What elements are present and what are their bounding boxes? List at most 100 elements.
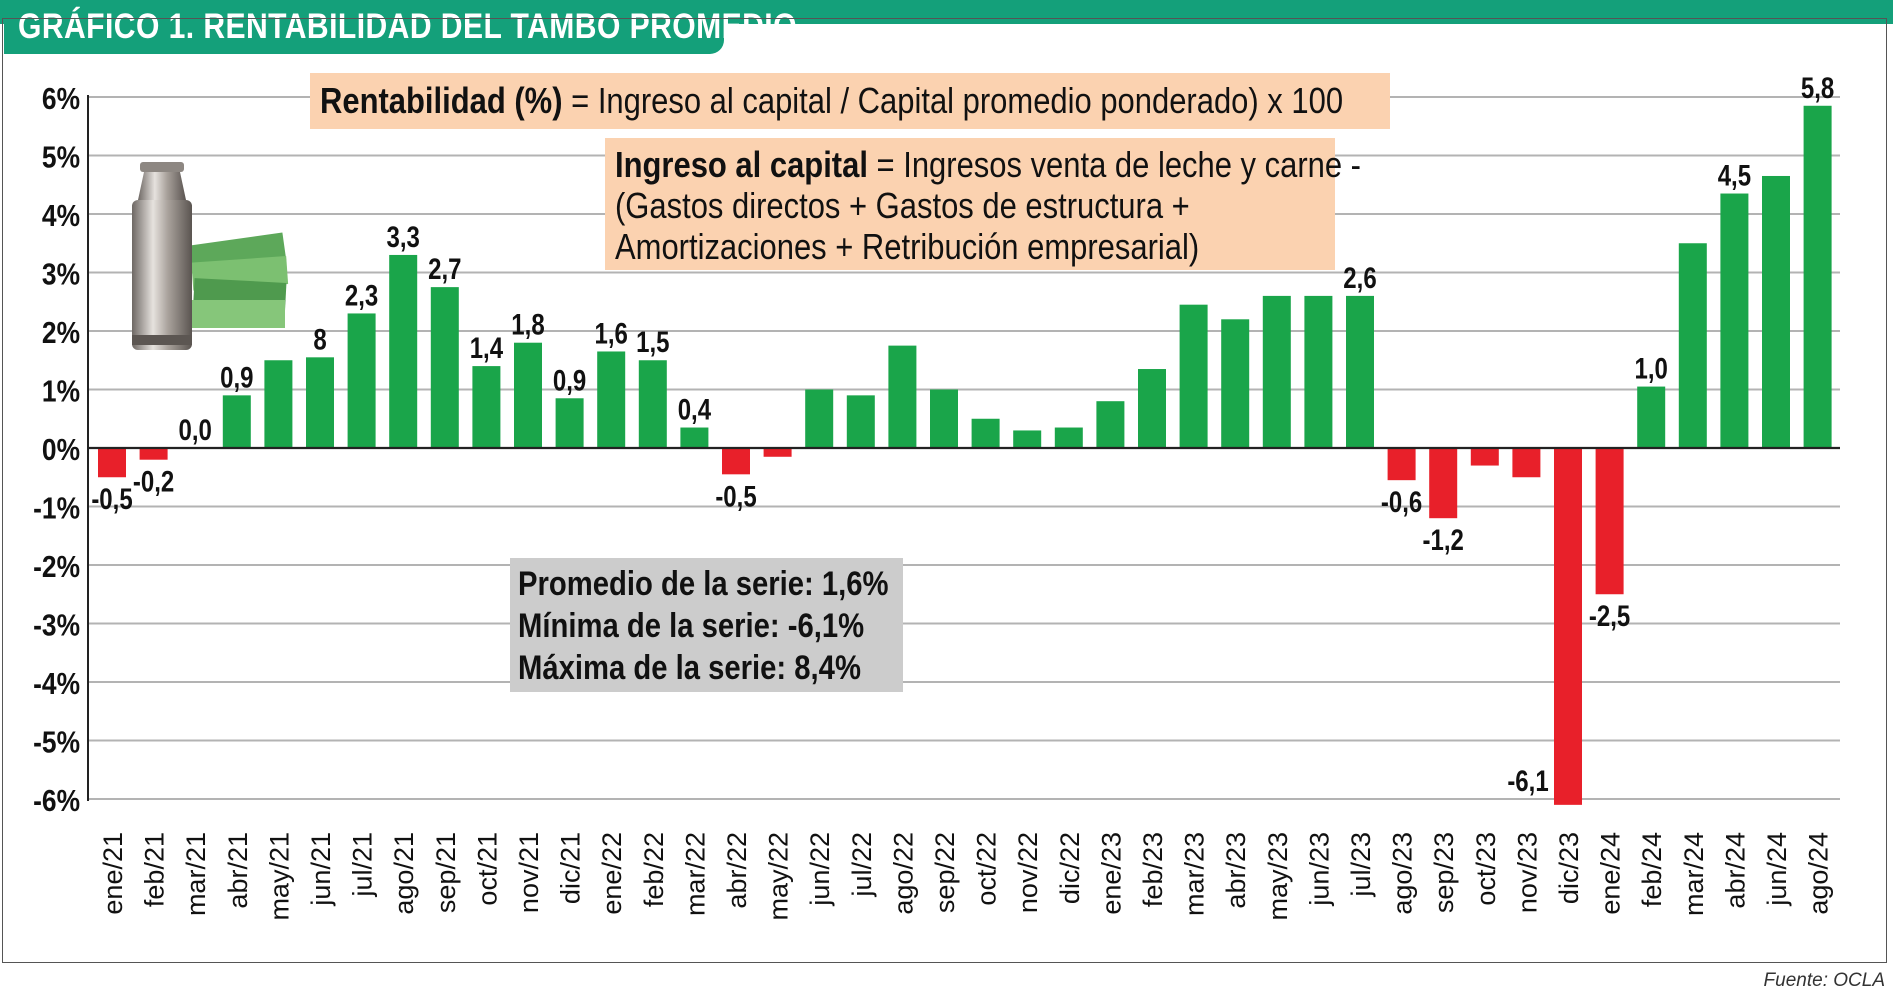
bar [1595, 448, 1624, 595]
bar [1678, 243, 1707, 448]
x-tick-label: abr/22 [722, 832, 752, 909]
bar [1221, 319, 1250, 448]
x-tick-label: mar/21 [181, 832, 211, 916]
x-tick-label: abr/24 [1720, 832, 1750, 909]
data-label: 0,4 [678, 392, 711, 426]
bar [98, 448, 126, 478]
y-tick-label: 6% [42, 82, 80, 116]
x-tick-label: feb/23 [1138, 832, 1168, 907]
data-label: 1,5 [636, 325, 669, 359]
x-tick-label: nov/23 [1512, 832, 1542, 913]
formula2-line3: Amortizaciones + Retribución empresarial… [615, 226, 1200, 267]
data-label: 1,8 [511, 307, 544, 341]
x-tick-label: may/21 [264, 832, 294, 921]
data-label: 1,6 [595, 316, 628, 350]
data-label: -6,1 [1507, 763, 1548, 797]
bar [1637, 386, 1666, 448]
bar [1762, 175, 1790, 448]
x-tick-label: jul/21 [348, 832, 378, 898]
x-tick-label: dic/23 [1554, 832, 1584, 904]
x-tick-label: dic/22 [1055, 832, 1085, 904]
x-tick-label: may/23 [1263, 832, 1293, 921]
milk-can-money-illustration [132, 162, 289, 350]
bar [264, 360, 293, 448]
bar [722, 448, 750, 475]
bar [555, 398, 584, 448]
y-tick-label: -1% [33, 492, 80, 526]
x-tick-label: ene/22 [597, 832, 627, 915]
data-label: 2,6 [1343, 260, 1376, 294]
data-label: -0,2 [133, 464, 174, 498]
bar [1803, 105, 1832, 449]
data-label: -0,6 [1381, 485, 1422, 519]
x-tick-label: nov/22 [1013, 832, 1043, 913]
formula1-term: Rentabilidad (%) [320, 80, 563, 121]
x-tick-label: jun/22 [805, 832, 835, 907]
x-tick-label: may/22 [764, 832, 794, 921]
bar [846, 395, 875, 448]
data-label: 3,3 [387, 219, 420, 253]
x-tick-label: sep/22 [930, 832, 960, 913]
y-tick-label: 5% [42, 141, 80, 175]
y-tick-label: 0% [42, 433, 80, 467]
x-tick-label: ene/24 [1596, 832, 1626, 915]
bar [389, 254, 418, 448]
x-tick-label: abr/21 [223, 832, 253, 909]
bar [1262, 295, 1291, 448]
source-note: Fuente: OCLA [1763, 970, 1885, 991]
bar [971, 418, 1000, 448]
y-tick-label: 4% [42, 199, 80, 233]
bar [514, 342, 542, 448]
x-tick-label: feb/21 [140, 832, 170, 907]
bar [638, 360, 667, 448]
x-tick-label: ago/24 [1804, 832, 1834, 915]
series-stats-box: Promedio de la serie: 1,6% Mínima de la … [510, 558, 903, 692]
y-tick-label: -4% [33, 667, 80, 701]
bar [222, 395, 251, 448]
formula1-definition: = Ingreso al capital / Capital promedio … [562, 80, 1344, 121]
data-label: 0,9 [220, 360, 253, 394]
data-label: 5,8 [1801, 70, 1834, 104]
bar [1304, 295, 1333, 448]
data-label: -1,2 [1423, 523, 1464, 557]
x-tick-label: oct/23 [1471, 832, 1501, 906]
formula2-line1: = Ingresos venta de leche y carne - [867, 144, 1361, 185]
bar [1720, 193, 1749, 448]
money-icon [188, 232, 289, 328]
x-tick-label: jun/21 [306, 832, 336, 907]
x-tick-label: ene/23 [1096, 832, 1126, 915]
x-tick-label: jul/22 [847, 832, 877, 898]
bar [1512, 448, 1541, 478]
x-tick-label: dic/21 [556, 832, 586, 904]
y-tick-label: 2% [42, 316, 80, 350]
data-label: -0,5 [715, 479, 756, 513]
stat-average: Promedio de la serie: 1,6% [518, 565, 889, 603]
x-tick-label: mar/23 [1180, 832, 1210, 916]
data-label: 0,0 [179, 412, 212, 446]
bar [1179, 304, 1208, 448]
x-tick-label: mar/22 [680, 832, 710, 916]
bar [139, 448, 168, 460]
x-tick-label: feb/22 [639, 832, 669, 907]
y-tick-label: -2% [33, 550, 80, 584]
x-tick-label: ago/23 [1388, 832, 1418, 915]
x-tick-label: ago/22 [888, 832, 918, 915]
y-tick-label: 3% [42, 258, 80, 292]
data-label: 8 [313, 322, 326, 356]
data-label: 1,0 [1635, 351, 1668, 385]
x-tick-label: sep/23 [1429, 832, 1459, 913]
x-tick-label: sep/21 [431, 832, 461, 913]
x-tick-label: jun/23 [1304, 832, 1334, 907]
bar [1138, 369, 1166, 448]
bar [430, 287, 459, 448]
formula2-line2: (Gastos directos + Gastos de estructura … [615, 185, 1190, 226]
x-tick-label: oct/22 [972, 832, 1002, 906]
y-tick-label: 1% [42, 375, 80, 409]
data-label: 1,4 [470, 330, 503, 364]
milk-can-icon [132, 162, 192, 350]
y-tick-label: -5% [33, 726, 80, 760]
bar [1096, 401, 1125, 448]
bar [347, 313, 376, 448]
data-label: 4,5 [1718, 158, 1751, 192]
